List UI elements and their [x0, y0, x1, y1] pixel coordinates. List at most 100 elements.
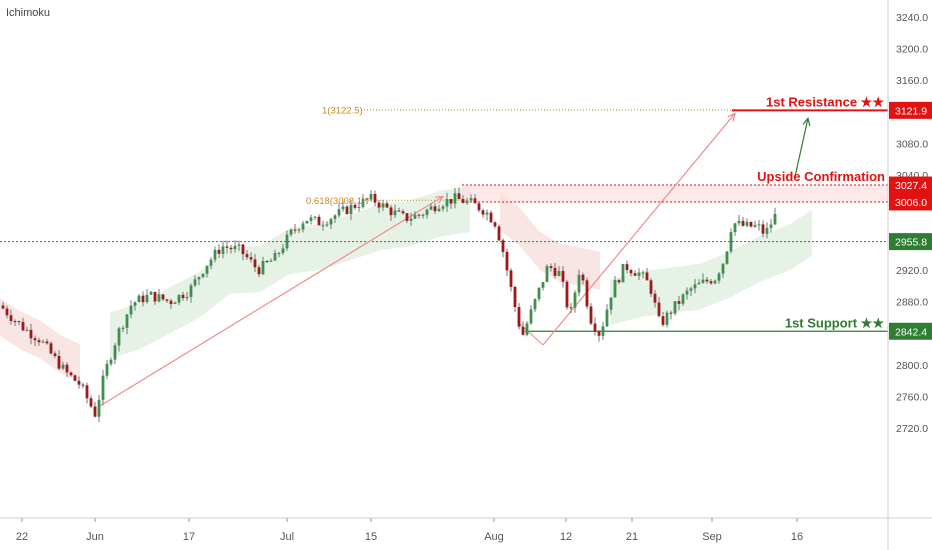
candle-up	[133, 302, 137, 306]
x-tick-label: Jul	[280, 531, 294, 543]
candle-down	[585, 280, 589, 307]
candle-down	[553, 267, 557, 276]
x-tick-label: 21	[626, 531, 638, 543]
candle-up	[525, 323, 529, 335]
candle-up	[25, 329, 29, 331]
candle-up	[121, 327, 125, 329]
candle-up	[445, 199, 449, 207]
candle-up	[321, 225, 325, 227]
candle-down	[229, 247, 233, 250]
candle-up	[421, 214, 425, 216]
candle-down	[29, 329, 33, 339]
candle-up	[189, 285, 193, 297]
candle-down	[373, 194, 377, 203]
candle-up	[301, 223, 305, 230]
candle-down	[517, 307, 521, 327]
candle-down	[661, 316, 665, 325]
time-axis: 22 Jun 17 Jul 15 Aug 12 21 Sep 16	[0, 517, 932, 543]
cloud-segment	[500, 192, 600, 290]
projection-arrow-1	[99, 195, 444, 407]
fib-price-tag	[889, 193, 932, 211]
candle-down	[377, 202, 381, 208]
y-tick-label: 2920.0	[896, 265, 928, 277]
candle-up	[125, 314, 129, 328]
candle-up	[281, 248, 285, 253]
candle-down	[73, 375, 77, 381]
resistance-price-tag	[889, 101, 932, 119]
confirmation-price-tag	[889, 176, 932, 194]
cloud-segment	[610, 209, 812, 326]
candle-up	[113, 345, 117, 360]
candle-down	[45, 341, 49, 344]
candle-up	[97, 399, 101, 417]
candle-down	[405, 213, 409, 221]
candle-up	[413, 214, 417, 219]
candle-up	[621, 264, 625, 283]
candle-down	[241, 244, 245, 255]
x-tick-label: Jun	[86, 531, 104, 543]
candle-up	[337, 209, 341, 216]
candle-down	[21, 321, 25, 331]
candle-up	[689, 288, 693, 291]
candle-down	[497, 226, 501, 241]
candle-up	[205, 265, 209, 274]
confirmation-arrow-head	[802, 116, 811, 127]
confirmation-zone	[462, 185, 888, 202]
y-tick-label: 2760.0	[896, 391, 928, 403]
candle-up	[673, 301, 677, 314]
candle-up	[313, 216, 317, 218]
candle-down	[13, 321, 17, 323]
candle-down	[629, 270, 633, 274]
candle-up	[277, 252, 281, 254]
candle-up	[425, 209, 429, 215]
candle-up	[393, 210, 397, 216]
candle-down	[49, 343, 53, 354]
confirmation-label: Upside Confirmation	[757, 169, 885, 184]
candle-down	[489, 212, 493, 223]
candle-up	[441, 206, 445, 209]
candle-up	[201, 273, 205, 278]
candle-down	[5, 308, 9, 316]
candle-down	[477, 203, 481, 211]
candle-up	[697, 282, 701, 285]
projection-arrows	[99, 112, 811, 407]
candle-down	[653, 293, 657, 303]
candle-up	[429, 206, 433, 210]
y-tick-label: 2880.0	[896, 297, 928, 309]
x-tick-label: 15	[365, 531, 377, 543]
candle-down	[501, 240, 505, 252]
support-price-tag-text: 2842.4	[895, 326, 927, 338]
candle-down	[461, 199, 465, 204]
candle-up	[341, 206, 345, 210]
x-tick-label: Aug	[484, 531, 504, 543]
candle-down	[709, 281, 713, 284]
candle-down	[89, 398, 93, 407]
candle-down	[513, 286, 517, 308]
candle-down	[169, 300, 173, 304]
candle-up	[733, 223, 737, 233]
cloud-segment	[110, 186, 470, 359]
candle-up	[333, 215, 337, 219]
candle-up	[533, 299, 537, 310]
support-price-tag	[889, 322, 932, 340]
candle-down	[401, 211, 405, 214]
candle-down	[141, 295, 145, 303]
candle-up	[605, 309, 609, 327]
candle-up	[309, 217, 313, 221]
candle-up	[773, 213, 777, 225]
candle-down	[385, 203, 389, 208]
candle-up	[557, 270, 561, 276]
candle-down	[37, 340, 41, 343]
candle-down	[253, 259, 257, 268]
candle-up	[613, 280, 617, 298]
confirmation-arrow	[794, 118, 809, 177]
candle-up	[237, 244, 241, 246]
candle-up	[185, 296, 189, 299]
candle-up	[101, 375, 105, 400]
y-tick-label: 3240.0	[896, 12, 928, 24]
candle-up	[137, 295, 141, 303]
candle-up	[41, 341, 45, 343]
candle-up	[737, 220, 741, 224]
candle-down	[493, 222, 497, 227]
